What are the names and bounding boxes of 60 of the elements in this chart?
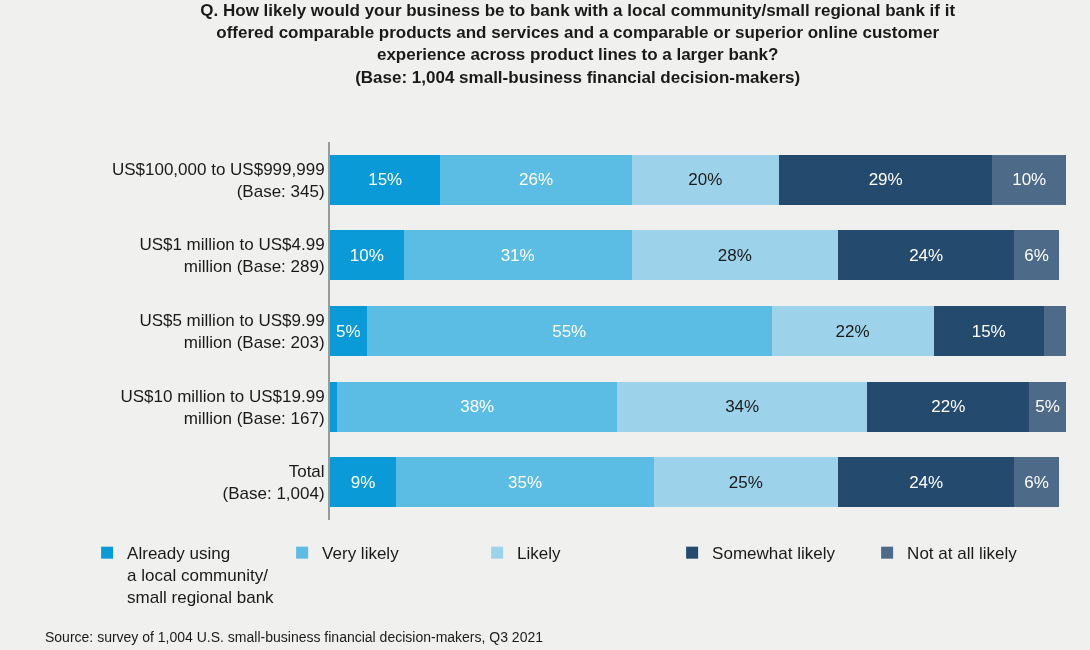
data-label: 29% bbox=[868, 170, 903, 190]
bar bbox=[1043, 306, 1066, 356]
bar bbox=[837, 230, 1015, 281]
bar bbox=[933, 306, 1044, 356]
data-label: 55% bbox=[552, 321, 587, 341]
legend-label: Already using a local community/ small regional bank bbox=[127, 544, 275, 608]
bar bbox=[330, 306, 367, 356]
bar bbox=[366, 306, 772, 356]
bar bbox=[992, 154, 1066, 205]
y-tick-label: US$100,000 to US$999,999 (Base: 345) bbox=[111, 159, 325, 201]
bar bbox=[396, 457, 654, 508]
data-label: 35% bbox=[508, 472, 543, 492]
data-label: 5% bbox=[1035, 397, 1060, 417]
bar bbox=[837, 457, 1015, 508]
bar bbox=[330, 381, 338, 432]
data-label: 15% bbox=[971, 321, 1006, 341]
legend-label: Likely bbox=[517, 544, 562, 564]
y-tick-label: US$1 million to US$4.99 million (Base: 289) bbox=[139, 235, 325, 277]
bar bbox=[778, 154, 993, 205]
bar bbox=[631, 230, 838, 281]
data-label: 26% bbox=[519, 170, 554, 190]
data-label: 10% bbox=[1012, 170, 1047, 190]
data-label: 5% bbox=[336, 321, 361, 341]
data-label: 24% bbox=[909, 245, 944, 265]
bar bbox=[771, 306, 934, 356]
data-label: 15% bbox=[368, 170, 403, 190]
bar bbox=[330, 154, 441, 205]
data-label: 25% bbox=[728, 472, 763, 492]
bar bbox=[1014, 457, 1059, 508]
bar bbox=[1029, 381, 1066, 432]
data-label: 20% bbox=[688, 170, 723, 190]
data-label: 28% bbox=[717, 245, 752, 265]
data-label: 6% bbox=[1024, 472, 1049, 492]
bar bbox=[653, 457, 838, 508]
data-label: 31% bbox=[500, 245, 535, 265]
bar bbox=[617, 381, 868, 432]
data-label: 22% bbox=[931, 397, 966, 417]
chart-title: Q. How likely would your business be to bank with a local community/small regional bank if it offered comparable products and services and a comparable or superior online customer experience across product lines to a larger bank? (Base: 1,004 small-business financial decision-makers) bbox=[200, 1, 956, 87]
data-label: 34% bbox=[725, 397, 760, 417]
legend-label: Not at all likely bbox=[907, 544, 1018, 564]
y-tick-label: Total (Base: 1,004) bbox=[222, 462, 325, 504]
data-label: 22% bbox=[835, 321, 870, 341]
bar bbox=[440, 154, 632, 205]
data-label: 9% bbox=[350, 472, 376, 492]
bar bbox=[403, 230, 632, 281]
bar bbox=[631, 154, 779, 205]
bar bbox=[330, 230, 404, 281]
bar bbox=[330, 457, 397, 508]
bar bbox=[1014, 230, 1059, 281]
legend-label: Very likely bbox=[322, 544, 400, 564]
legend-label: Somewhat likely bbox=[712, 544, 836, 564]
data-label: 6% bbox=[1024, 245, 1049, 265]
bar bbox=[867, 381, 1030, 432]
data-label: 24% bbox=[909, 472, 944, 492]
y-tick-label: US$10 million to US$19.99 million (Base: 167) bbox=[120, 386, 325, 428]
data-label: 10% bbox=[349, 245, 384, 265]
bar bbox=[337, 381, 618, 432]
source-note: Source: survey of 1,004 U.S. small-business financial decision-makers, Q3 2021 bbox=[45, 629, 544, 645]
y-tick-label: US$5 million to US$9.99 million (Base: 203) bbox=[139, 310, 325, 352]
data-label: 38% bbox=[460, 397, 495, 417]
